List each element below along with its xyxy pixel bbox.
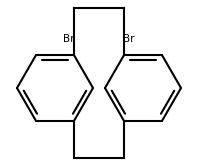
Text: Br: Br: [64, 34, 75, 44]
Text: Br: Br: [123, 34, 134, 44]
